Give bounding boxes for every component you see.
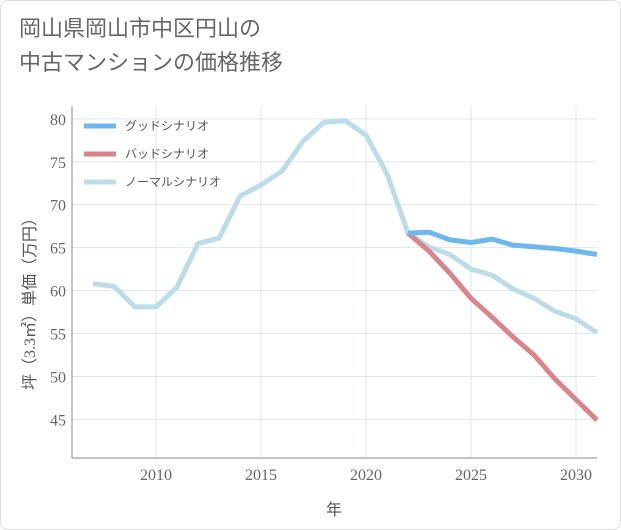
y-tick-label: 50 — [50, 369, 66, 386]
legend-label-0: グッドシナリオ — [125, 119, 209, 133]
series-line-1 — [406, 231, 599, 422]
y-tick-label: 65 — [50, 241, 66, 258]
x-tick-label: 2025 — [455, 467, 487, 484]
y-axis-label: 坪（3.3㎡）単価（万円） — [21, 210, 39, 390]
plot-area — [72, 106, 597, 458]
y-tick-label: 55 — [50, 327, 66, 344]
y-tick-label: 60 — [50, 284, 66, 301]
legend-label-2: ノーマルシナリオ — [125, 175, 221, 189]
legend-label-1: バッドシナリオ — [125, 147, 209, 161]
x-tick-label: 2010 — [140, 467, 172, 484]
x-tick-label: 2030 — [560, 467, 592, 484]
y-tick-label: 45 — [50, 412, 66, 429]
series-line-0 — [407, 229, 598, 257]
x-tick-label: 2015 — [245, 467, 277, 484]
chart-title-line-1: 岡山県岡山市中区円山の — [19, 17, 262, 42]
x-axis-label: 年 — [326, 501, 342, 519]
chart-title-line-2: 中古マンションの価格推移 — [19, 51, 284, 76]
chart-title: 岡山県岡山市中区円山の 中古マンションの価格推移 — [19, 13, 539, 81]
y-tick-label: 75 — [50, 155, 66, 172]
y-tick-label: 80 — [50, 112, 66, 129]
y-tick-label: 70 — [50, 198, 66, 215]
series-line-2 — [92, 118, 599, 335]
series-lines — [92, 118, 599, 422]
axes: 45 50 55 60 65 70 75 80 2010 2015 2020 2025 2030 — [50, 106, 597, 484]
x-tick-label: 2020 — [350, 467, 382, 484]
